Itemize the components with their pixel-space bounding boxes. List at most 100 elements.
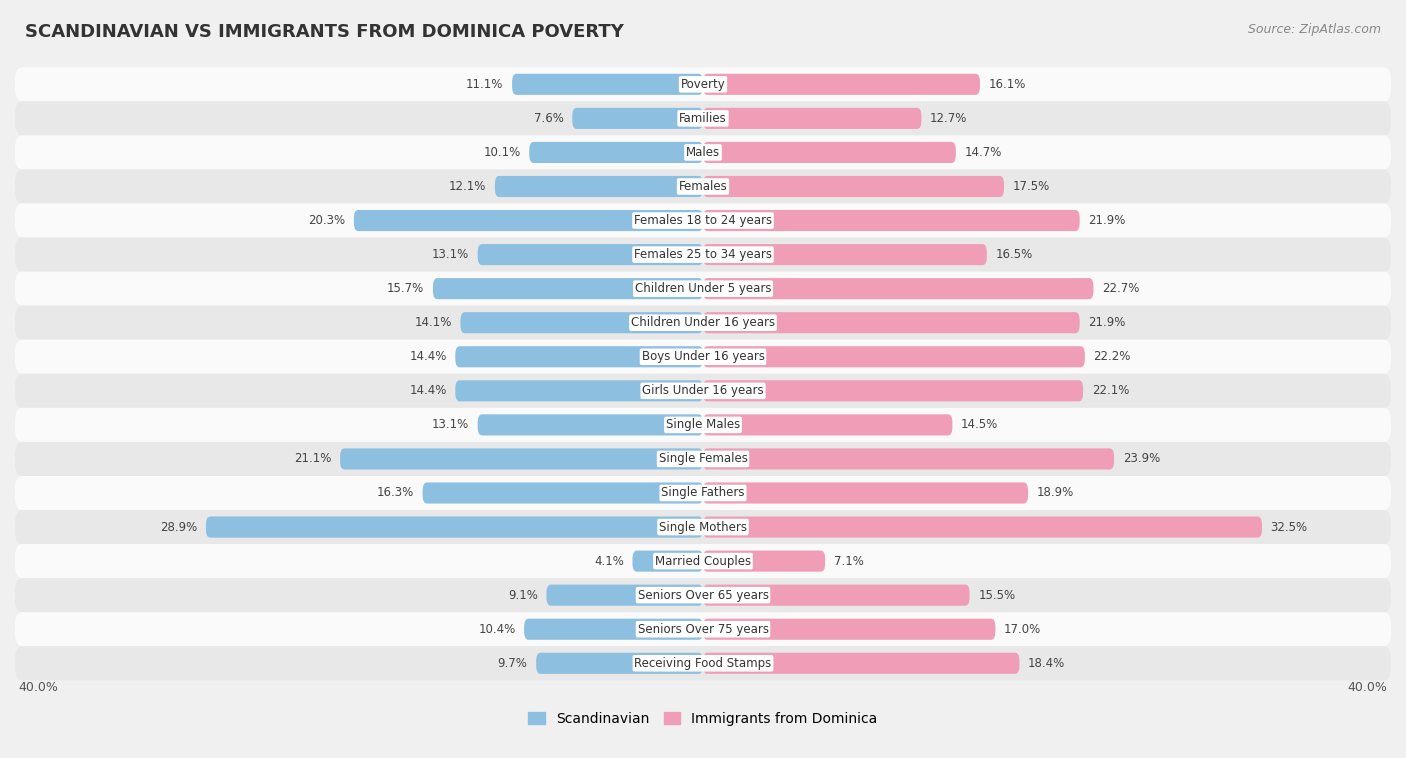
FancyBboxPatch shape [572,108,703,129]
Text: 23.9%: 23.9% [1122,453,1160,465]
Text: 4.1%: 4.1% [593,555,624,568]
FancyBboxPatch shape [15,578,1391,612]
Text: 11.1%: 11.1% [467,78,503,91]
Text: 14.1%: 14.1% [415,316,451,329]
FancyBboxPatch shape [15,374,1391,408]
FancyBboxPatch shape [15,271,1391,305]
FancyBboxPatch shape [15,340,1391,374]
FancyBboxPatch shape [703,74,980,95]
FancyBboxPatch shape [461,312,703,334]
Text: 15.5%: 15.5% [979,589,1015,602]
Text: Children Under 16 years: Children Under 16 years [631,316,775,329]
Text: Females 18 to 24 years: Females 18 to 24 years [634,214,772,227]
Text: 17.5%: 17.5% [1012,180,1050,193]
Text: Single Males: Single Males [666,418,740,431]
FancyBboxPatch shape [547,584,703,606]
FancyBboxPatch shape [703,142,956,163]
Text: 21.1%: 21.1% [294,453,332,465]
FancyBboxPatch shape [703,210,1080,231]
Text: 7.1%: 7.1% [834,555,863,568]
FancyBboxPatch shape [15,510,1391,544]
FancyBboxPatch shape [703,108,921,129]
FancyBboxPatch shape [703,176,1004,197]
FancyBboxPatch shape [15,647,1391,681]
FancyBboxPatch shape [15,170,1391,203]
FancyBboxPatch shape [205,516,703,537]
Text: 22.2%: 22.2% [1094,350,1130,363]
FancyBboxPatch shape [478,415,703,435]
Text: 14.4%: 14.4% [409,350,447,363]
FancyBboxPatch shape [15,442,1391,476]
Text: SCANDINAVIAN VS IMMIGRANTS FROM DOMINICA POVERTY: SCANDINAVIAN VS IMMIGRANTS FROM DOMINICA… [25,23,624,41]
Text: Source: ZipAtlas.com: Source: ZipAtlas.com [1247,23,1381,36]
FancyBboxPatch shape [15,408,1391,442]
Text: 10.4%: 10.4% [478,623,516,636]
Text: Married Couples: Married Couples [655,555,751,568]
FancyBboxPatch shape [524,619,703,640]
FancyBboxPatch shape [15,136,1391,170]
Text: Families: Families [679,112,727,125]
FancyBboxPatch shape [703,550,825,572]
Text: 28.9%: 28.9% [160,521,197,534]
FancyBboxPatch shape [495,176,703,197]
Text: Poverty: Poverty [681,78,725,91]
FancyBboxPatch shape [703,346,1085,368]
Text: 17.0%: 17.0% [1004,623,1042,636]
FancyBboxPatch shape [529,142,703,163]
Text: Receiving Food Stamps: Receiving Food Stamps [634,656,772,670]
FancyBboxPatch shape [703,449,1114,469]
Text: Females: Females [679,180,727,193]
FancyBboxPatch shape [15,102,1391,136]
Text: 21.9%: 21.9% [1088,214,1126,227]
Text: 40.0%: 40.0% [18,681,58,694]
Text: Girls Under 16 years: Girls Under 16 years [643,384,763,397]
FancyBboxPatch shape [703,244,987,265]
FancyBboxPatch shape [15,476,1391,510]
Text: 18.9%: 18.9% [1036,487,1074,500]
FancyBboxPatch shape [340,449,703,469]
Text: 12.7%: 12.7% [929,112,967,125]
FancyBboxPatch shape [15,612,1391,647]
FancyBboxPatch shape [703,653,1019,674]
Text: 14.7%: 14.7% [965,146,1002,159]
Text: 9.7%: 9.7% [498,656,527,670]
FancyBboxPatch shape [15,237,1391,271]
FancyBboxPatch shape [15,305,1391,340]
FancyBboxPatch shape [703,381,1083,402]
Text: 10.1%: 10.1% [484,146,520,159]
Text: 12.1%: 12.1% [449,180,486,193]
Text: Children Under 5 years: Children Under 5 years [634,282,772,295]
FancyBboxPatch shape [433,278,703,299]
Legend: Scandinavian, Immigrants from Dominica: Scandinavian, Immigrants from Dominica [523,706,883,731]
FancyBboxPatch shape [15,544,1391,578]
Text: 14.5%: 14.5% [960,418,998,431]
FancyBboxPatch shape [703,312,1080,334]
FancyBboxPatch shape [456,346,703,368]
Text: Single Fathers: Single Fathers [661,487,745,500]
FancyBboxPatch shape [512,74,703,95]
FancyBboxPatch shape [633,550,703,572]
Text: Seniors Over 75 years: Seniors Over 75 years [637,623,769,636]
Text: 16.5%: 16.5% [995,248,1032,261]
FancyBboxPatch shape [354,210,703,231]
Text: Boys Under 16 years: Boys Under 16 years [641,350,765,363]
Text: 14.4%: 14.4% [409,384,447,397]
Text: Single Females: Single Females [658,453,748,465]
Text: Seniors Over 65 years: Seniors Over 65 years [637,589,769,602]
FancyBboxPatch shape [703,516,1263,537]
Text: 20.3%: 20.3% [308,214,346,227]
Text: 15.7%: 15.7% [387,282,425,295]
FancyBboxPatch shape [15,203,1391,237]
FancyBboxPatch shape [536,653,703,674]
Text: 40.0%: 40.0% [1348,681,1388,694]
FancyBboxPatch shape [703,482,1028,503]
Text: 7.6%: 7.6% [534,112,564,125]
Text: 22.1%: 22.1% [1091,384,1129,397]
Text: Males: Males [686,146,720,159]
FancyBboxPatch shape [423,482,703,503]
Text: Single Mothers: Single Mothers [659,521,747,534]
FancyBboxPatch shape [478,244,703,265]
FancyBboxPatch shape [703,584,970,606]
FancyBboxPatch shape [703,415,952,435]
Text: 13.1%: 13.1% [432,248,470,261]
